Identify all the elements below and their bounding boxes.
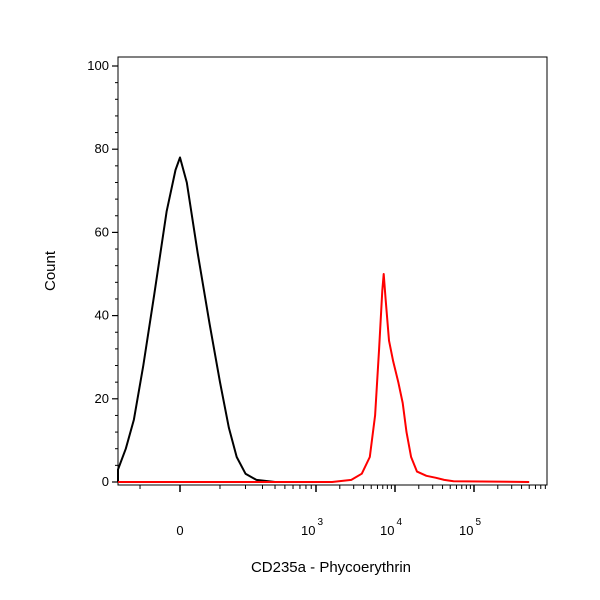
x-axis-title: CD235a - Phycoerythrin [251, 559, 411, 576]
series-layer [117, 156, 530, 483]
y-tick-label: 60 [95, 224, 109, 239]
x-tick-label: 0 [176, 523, 183, 538]
x-tick-label: 104 [380, 517, 402, 538]
x-axis: 0 103 104 105 [139, 485, 546, 538]
y-tick-label: 20 [95, 391, 109, 406]
y-axis: 0 20 40 60 80 100 [87, 58, 118, 489]
y-tick-label: 80 [95, 141, 109, 156]
x-tick-label: 105 [459, 517, 481, 538]
y-tick-label: 40 [95, 308, 109, 323]
y-tick-label: 0 [102, 474, 109, 489]
y-axis-title: Count [42, 250, 59, 291]
plot-frame [117, 56, 548, 486]
series-line-2 [118, 273, 530, 483]
x-tick-label: 103 [301, 517, 323, 538]
series-line-1 [117, 156, 276, 483]
y-tick-label: 100 [87, 58, 109, 73]
